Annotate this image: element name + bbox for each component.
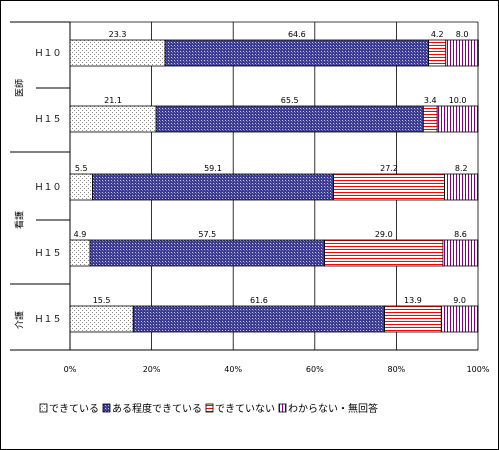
data-label: 5.5 xyxy=(75,164,88,173)
category-label: Ｈ１５ xyxy=(34,315,61,325)
bar-segment xyxy=(132,305,385,333)
bar-segment xyxy=(69,239,91,267)
bar-segment xyxy=(69,305,134,333)
group-label: 介護 xyxy=(14,311,26,329)
bar-segment xyxy=(445,39,479,67)
data-label: 15.5 xyxy=(93,296,111,305)
x-tick-label: 0% xyxy=(64,365,77,374)
legend-swatch xyxy=(278,403,287,413)
legend-label: わからない・無回答 xyxy=(288,402,378,415)
legend-label: できている xyxy=(49,403,99,415)
data-label: 4.9 xyxy=(74,230,87,239)
category-label: Ｈ１５ xyxy=(34,249,61,259)
bar-segment xyxy=(69,39,166,67)
bar-segment xyxy=(164,39,430,67)
data-label: 61.6 xyxy=(250,296,268,305)
legend-swatch xyxy=(205,403,214,413)
bar-segment xyxy=(89,239,325,267)
data-label: 13.9 xyxy=(404,296,422,305)
data-label: 4.2 xyxy=(431,30,444,39)
data-label: 10.0 xyxy=(449,96,467,105)
data-label: 8.0 xyxy=(456,30,469,39)
bar-segment xyxy=(92,173,334,201)
legend-label: できていない xyxy=(215,403,275,415)
bar-segment xyxy=(384,305,442,333)
x-tick-label: 100% xyxy=(467,365,490,374)
bar-segment xyxy=(428,39,447,67)
data-label: 21.1 xyxy=(104,96,122,105)
category-label: Ｈ１０ xyxy=(34,49,61,59)
x-tick-label: 40% xyxy=(224,365,242,374)
bar-segment xyxy=(444,173,479,201)
bar-segment xyxy=(324,239,444,267)
legend-swatch xyxy=(39,403,48,413)
data-label: 57.5 xyxy=(198,230,216,239)
data-label: 3.4 xyxy=(424,96,437,105)
data-label: 65.5 xyxy=(281,96,299,105)
x-tick-label: 80% xyxy=(388,365,406,374)
bar-segment xyxy=(442,239,479,267)
data-label: 59.1 xyxy=(204,164,222,173)
bar-segment xyxy=(436,105,479,133)
data-label: 64.6 xyxy=(288,30,306,39)
x-tick-label: 60% xyxy=(306,365,324,374)
x-tick-label: 20% xyxy=(143,365,161,374)
data-label: 29.0 xyxy=(375,230,393,239)
legend: できている ある程度できている できていない わからない・無回答 xyxy=(39,402,378,415)
group-label: 看護 xyxy=(14,211,26,229)
legend-label: ある程度できている xyxy=(112,402,202,415)
bar-segment xyxy=(69,105,157,133)
data-label: 9.0 xyxy=(453,296,466,305)
data-label: 23.3 xyxy=(109,30,127,39)
bar-segment xyxy=(440,305,479,333)
bar-segment xyxy=(333,173,445,201)
data-label: 8.6 xyxy=(454,230,467,239)
group-label: 医師 xyxy=(14,79,26,97)
legend-swatch xyxy=(102,403,111,413)
bar-segment xyxy=(155,105,424,133)
data-label: 8.2 xyxy=(455,164,468,173)
category-label: Ｈ１５ xyxy=(34,115,61,125)
category-label: Ｈ１０ xyxy=(34,183,61,193)
data-label: 27.2 xyxy=(380,164,398,173)
bar-segment xyxy=(422,105,438,133)
bar-segment xyxy=(69,173,93,201)
